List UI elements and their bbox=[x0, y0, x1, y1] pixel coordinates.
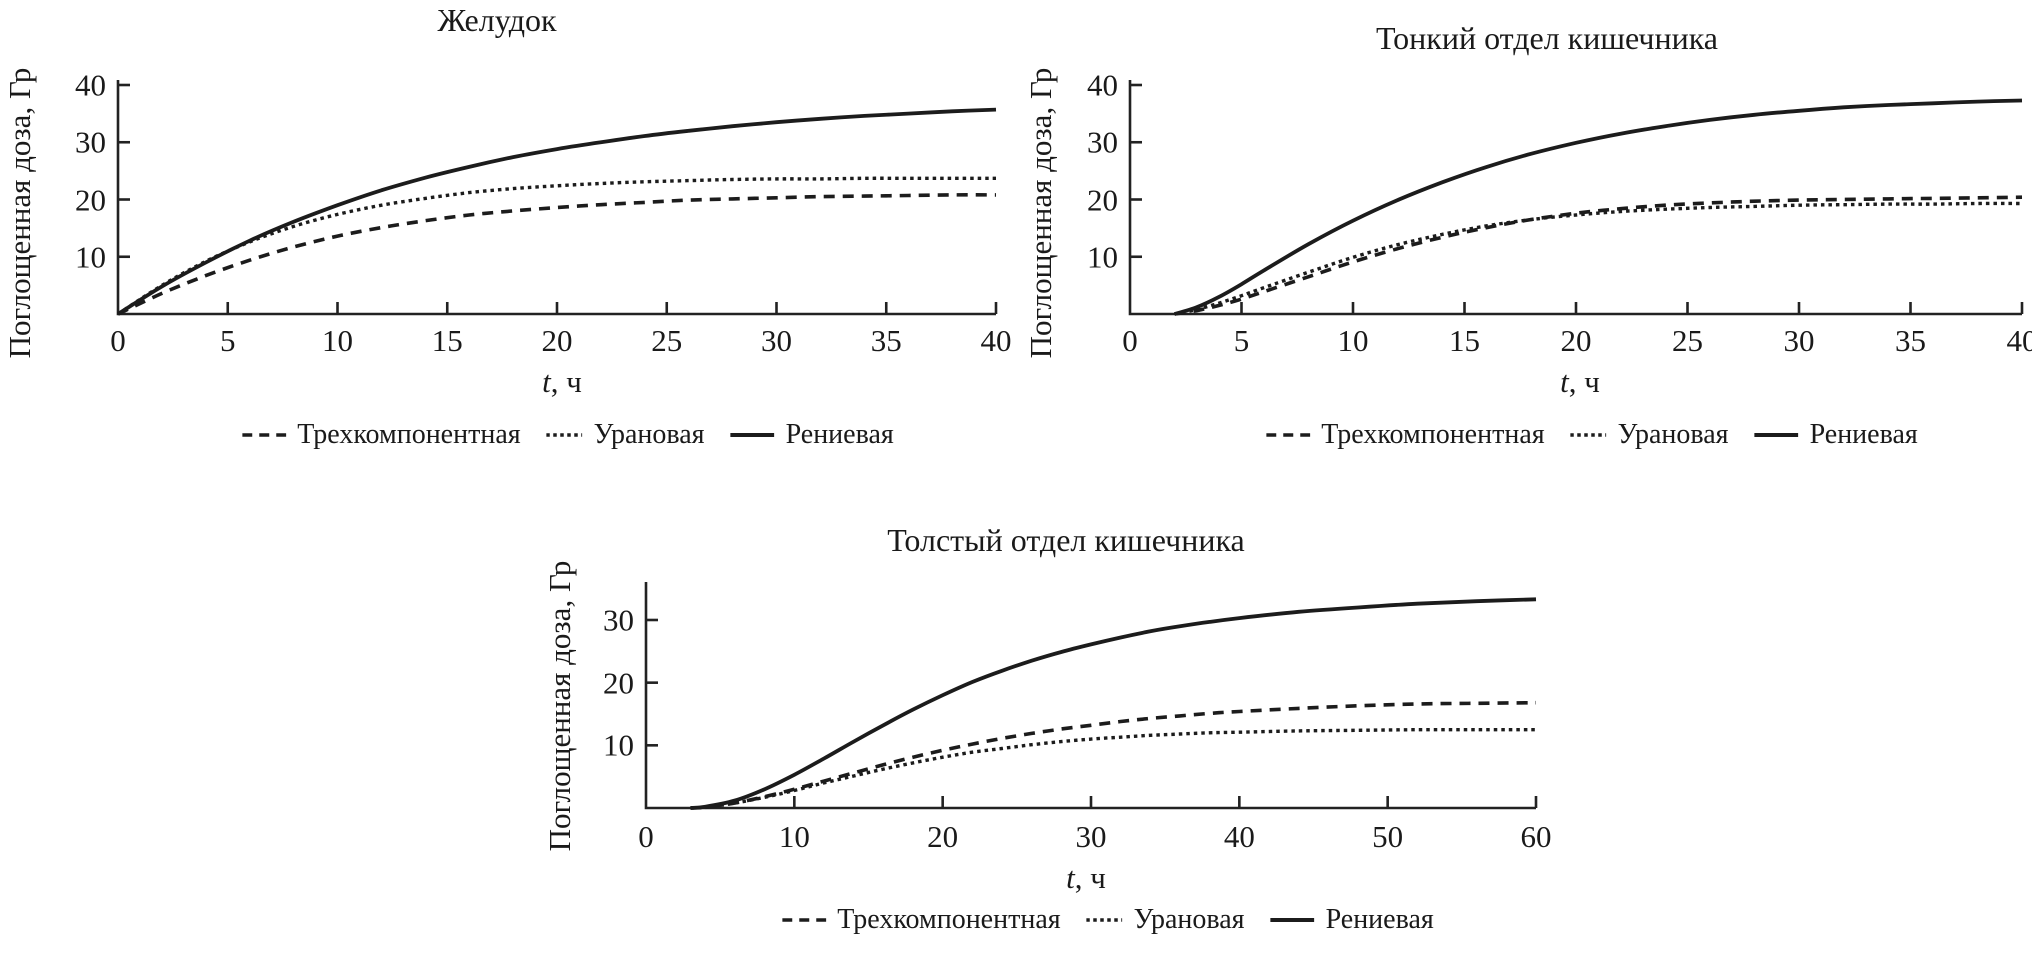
x-axis-label-unit: , ч bbox=[1568, 364, 1600, 399]
x-axis-label-symbol: t bbox=[1560, 364, 1569, 399]
x-tick-label: 5 bbox=[1233, 323, 1250, 358]
legend-item: Рениевая bbox=[1754, 419, 1918, 451]
y-tick-label: 20 bbox=[1087, 182, 1118, 217]
y-tick-label: 20 bbox=[603, 665, 634, 701]
x-tick-label: 0 bbox=[110, 323, 126, 358]
x-tick-label: 5 bbox=[220, 323, 236, 358]
curve-solid bbox=[1174, 98, 2023, 316]
x-axis-label: t, ч bbox=[1560, 364, 1600, 400]
legend-solid-line-icon bbox=[1754, 433, 1799, 437]
x-tick-label: 0 bbox=[638, 819, 654, 854]
x-tick-label: 30 bbox=[1075, 819, 1107, 854]
legend-label: Урановая bbox=[593, 419, 705, 450]
y-axis-label: Поглощенная доза, Гр bbox=[1023, 67, 1058, 359]
legend-label: Рениевая bbox=[1809, 419, 1918, 450]
legend-label: Урановая bbox=[1617, 419, 1729, 450]
y-tick-label: 20 bbox=[75, 182, 106, 217]
x-tick-label: 30 bbox=[761, 323, 792, 358]
x-tick-label: 25 bbox=[651, 323, 683, 358]
x-tick-label: 25 bbox=[1672, 323, 1703, 358]
x-tick-label: 40 bbox=[980, 323, 1012, 358]
curve-dotted bbox=[690, 727, 1536, 810]
y-axis-label: Поглощенная доза, Гр bbox=[2, 67, 37, 359]
x-tick-label: 40 bbox=[1223, 819, 1255, 854]
legend-label: Трехкомпонентная bbox=[297, 419, 521, 450]
legend-dotted-line-icon bbox=[1570, 433, 1607, 437]
x-tick-label: 35 bbox=[1895, 323, 1926, 358]
y-tick-label: 30 bbox=[603, 602, 634, 638]
x-axis-label: t, ч bbox=[1066, 860, 1106, 896]
legend-item: Урановая bbox=[1086, 904, 1245, 936]
legend: Трехкомпонентная Урановая Рениевая bbox=[1266, 419, 1918, 451]
curve-dotted bbox=[1174, 201, 2023, 316]
legend: Трехкомпонентная Урановая Рениевая bbox=[242, 419, 894, 451]
x-axis-label-unit: , ч bbox=[550, 364, 582, 399]
curve-solid bbox=[116, 107, 997, 316]
x-tick-label: 20 bbox=[1560, 323, 1592, 358]
x-tick-label: 30 bbox=[1783, 323, 1815, 358]
curve-solid bbox=[690, 597, 1537, 810]
legend-dotted-line-icon bbox=[546, 433, 583, 437]
legend: Трехкомпонентная Урановая Рениевая bbox=[782, 904, 1434, 936]
y-tick-label: 30 bbox=[1087, 124, 1118, 160]
x-tick-label: 15 bbox=[1449, 323, 1480, 358]
x-tick-label: 20 bbox=[541, 323, 573, 358]
x-tick-label: 0 bbox=[1122, 323, 1138, 358]
x-tick-label: 40 bbox=[2006, 323, 2032, 358]
legend-label: Урановая bbox=[1133, 904, 1245, 935]
x-tick-label: 10 bbox=[778, 819, 810, 854]
y-axis-label: Поглощенная доза, Гр bbox=[542, 560, 577, 852]
legend-solid-line-icon bbox=[730, 433, 775, 437]
y-tick-label: 10 bbox=[1087, 239, 1118, 275]
x-tick-label: 35 bbox=[870, 323, 902, 358]
y-tick-label: 40 bbox=[1087, 67, 1118, 103]
chart-title: Тонкий отдел кишечника bbox=[1376, 20, 1718, 56]
legend-label: Трехкомпонентная bbox=[1321, 419, 1545, 450]
legend-label: Рениевая bbox=[1325, 904, 1434, 935]
x-axis-label-unit: , ч bbox=[1074, 860, 1106, 895]
legend-item: Урановая bbox=[1570, 419, 1729, 451]
legend-dashed-line-icon bbox=[782, 918, 827, 922]
curve-dashed bbox=[117, 193, 997, 316]
legend-dotted-line-icon bbox=[1086, 918, 1123, 922]
x-tick-label: 10 bbox=[322, 323, 353, 358]
axis-line bbox=[1128, 80, 2022, 316]
x-tick-label: 20 bbox=[927, 819, 959, 854]
curve-dashed bbox=[1174, 195, 2023, 316]
x-tick-label: 15 bbox=[431, 323, 463, 358]
x-axis-label: t, ч bbox=[542, 364, 582, 400]
legend-item: Урановая bbox=[546, 419, 705, 451]
x-axis-label-symbol: t bbox=[1066, 860, 1075, 895]
x-axis-label-symbol: t bbox=[542, 364, 551, 399]
legend-dashed-line-icon bbox=[1266, 433, 1311, 437]
legend-item: Трехкомпонентная bbox=[242, 419, 521, 451]
legend-label: Рениевая bbox=[785, 419, 894, 450]
y-tick-label: 30 bbox=[75, 124, 106, 160]
curve-dotted bbox=[117, 176, 996, 316]
chart-title: Желудок bbox=[437, 2, 557, 38]
legend-item: Рениевая bbox=[1270, 904, 1434, 936]
legend-item: Рениевая bbox=[730, 419, 894, 451]
x-tick-label: 50 bbox=[1372, 819, 1404, 854]
axis-line bbox=[644, 582, 1536, 810]
y-tick-label: 10 bbox=[75, 239, 106, 275]
x-tick-label: 60 bbox=[1520, 819, 1552, 854]
legend-dashed-line-icon bbox=[242, 433, 287, 437]
curve-dashed bbox=[690, 700, 1537, 810]
legend-solid-line-icon bbox=[1270, 918, 1315, 922]
legend-label: Трехкомпонентная bbox=[837, 904, 1061, 935]
legend-item: Трехкомпонентная bbox=[782, 904, 1061, 936]
chart-title: Толстый отдел кишечника bbox=[887, 522, 1245, 558]
x-tick-label: 10 bbox=[1337, 323, 1369, 358]
y-tick-label: 10 bbox=[603, 727, 634, 763]
legend-item: Трехкомпонентная bbox=[1266, 419, 1545, 451]
y-tick-label: 40 bbox=[75, 67, 106, 103]
